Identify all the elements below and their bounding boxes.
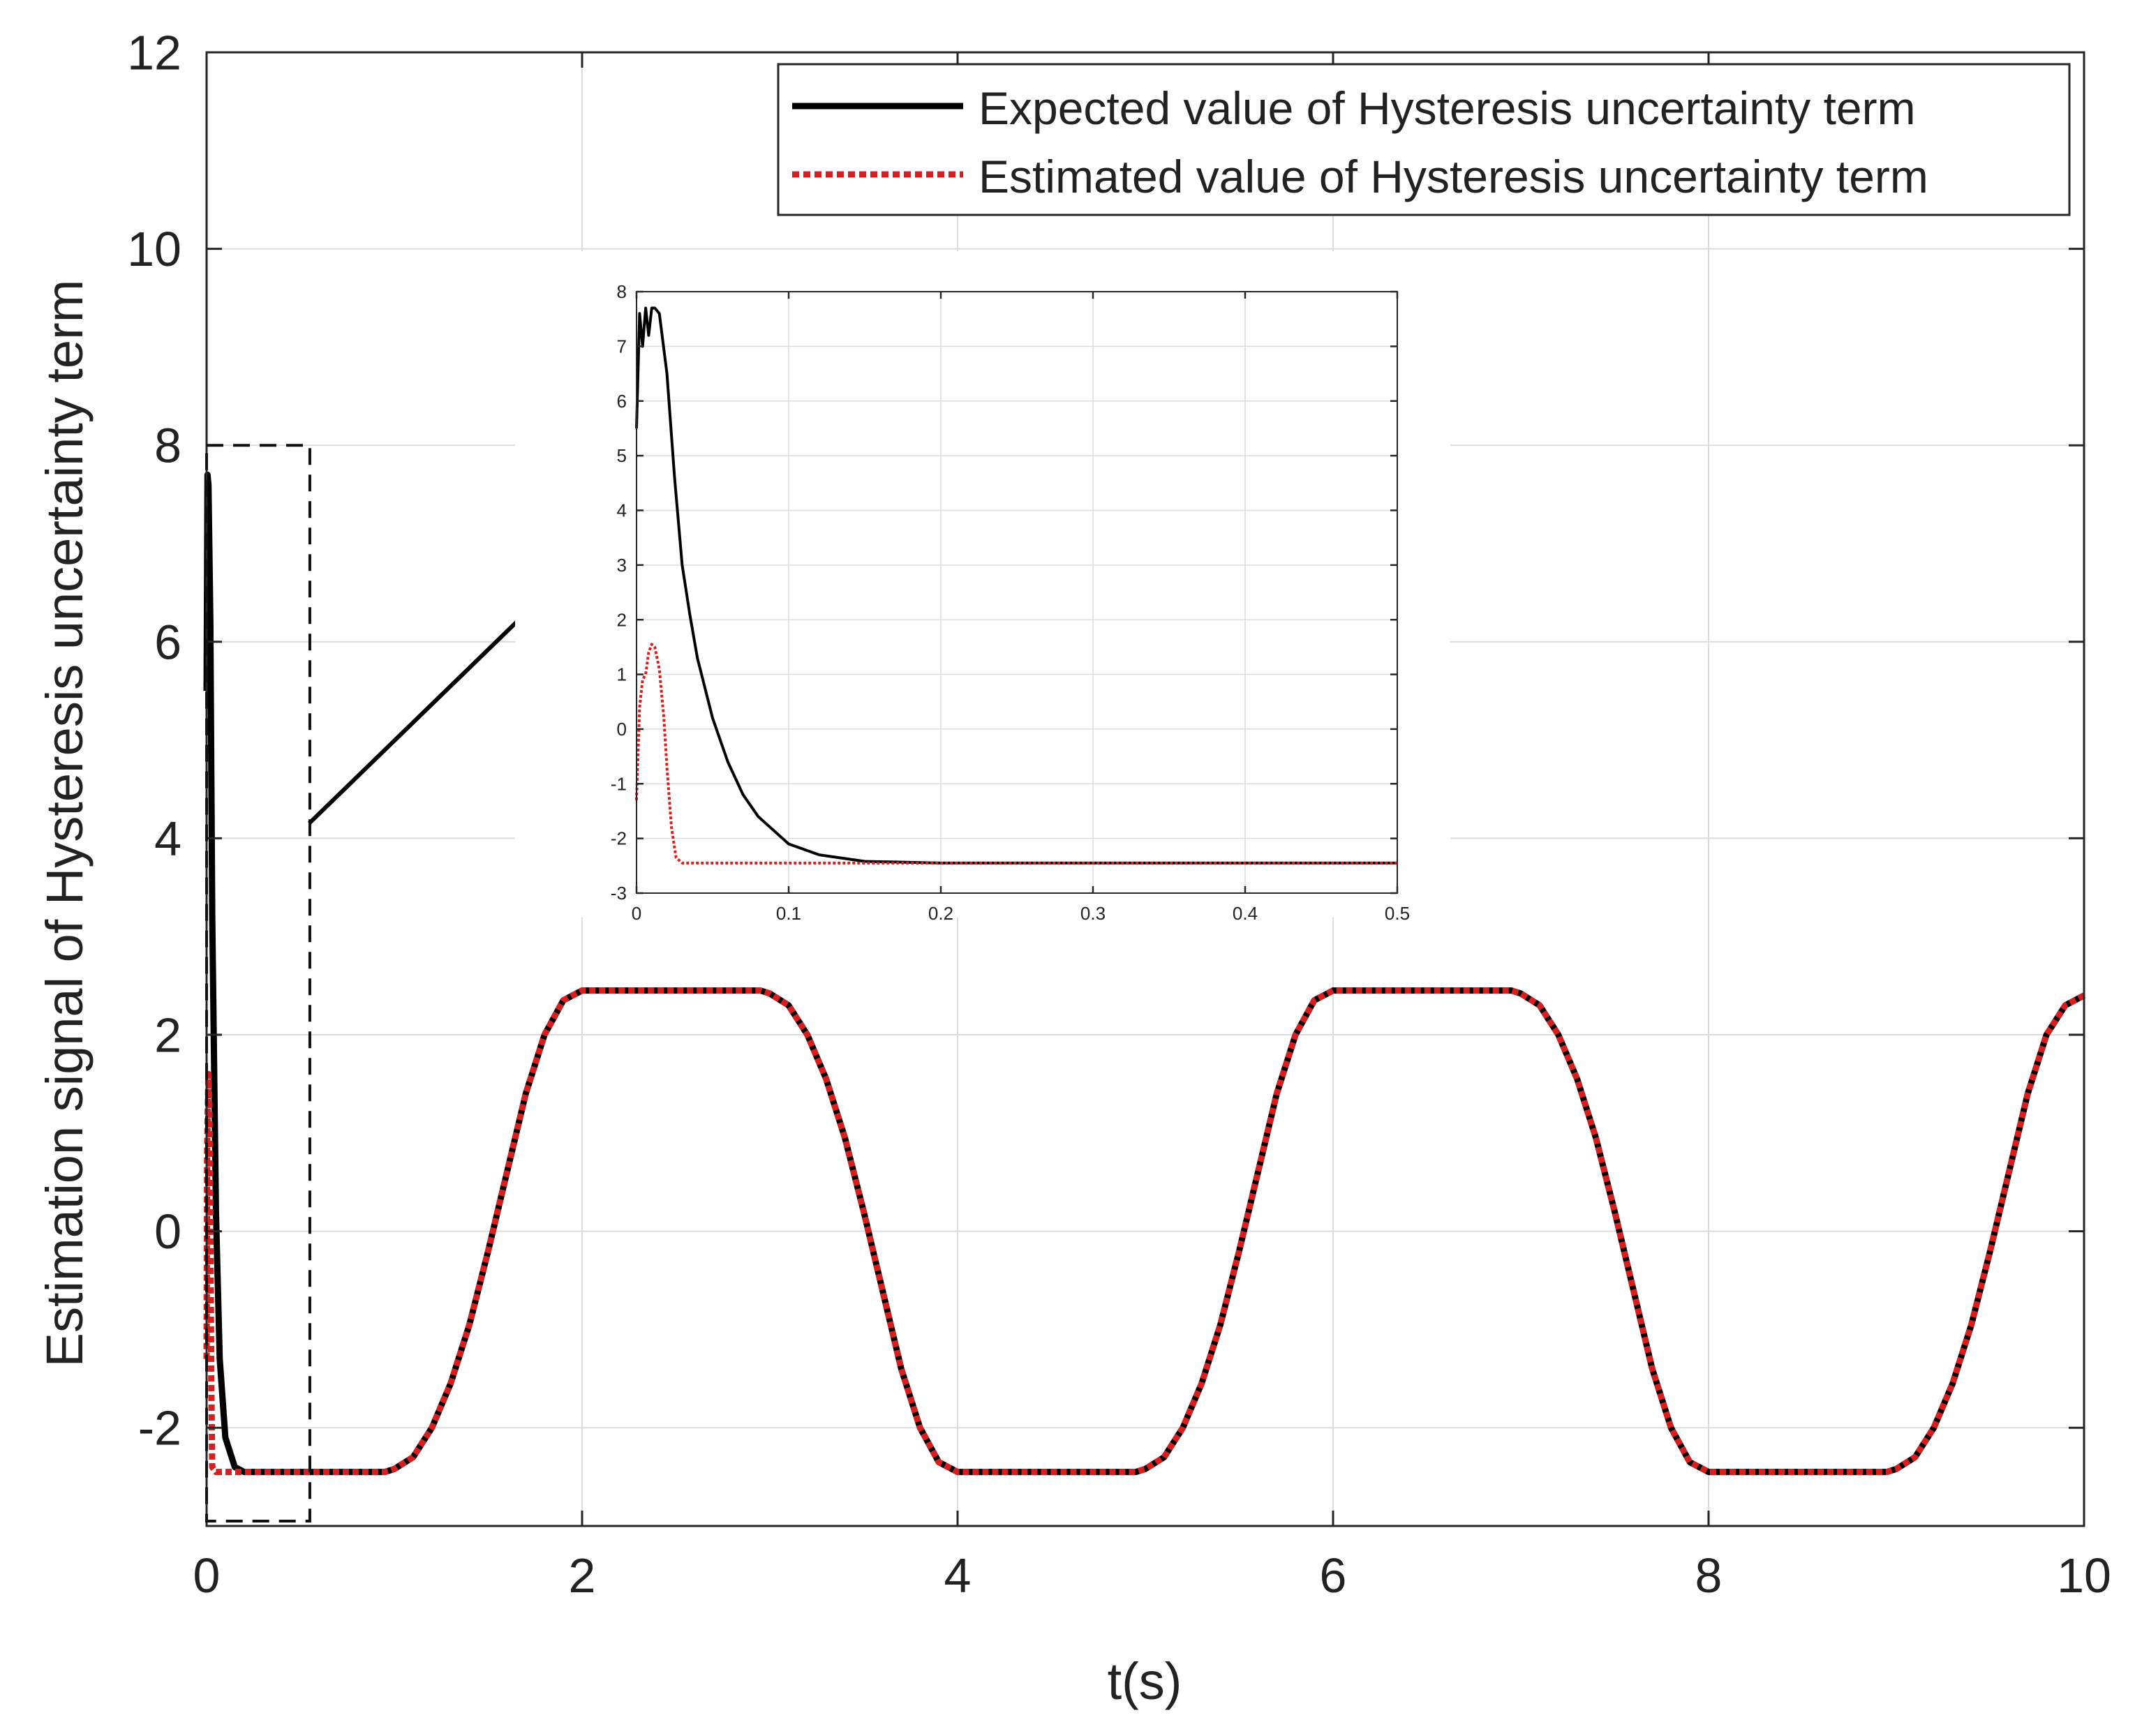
inset-background (515, 251, 1450, 918)
legend-box (777, 63, 2071, 216)
x-axis-label: t(s) (1108, 1652, 1182, 1710)
main-xtick-label: 8 (1695, 1548, 1723, 1603)
inset-axes-frame (636, 291, 1398, 894)
main-xtick-label: 0 (193, 1548, 221, 1603)
inset-tick-labels: 0 0.1 0.2 0.3 0.4 0.5 -3 -2 -1 0 1 2 3 4 5 6 7 8 (611, 281, 1410, 924)
main-xtick-label: 4 (944, 1548, 972, 1603)
inset-ytick-label: 6 (617, 391, 627, 412)
inset-ytick-label: -1 (611, 773, 627, 794)
main-ytick-label: 12 (127, 26, 181, 80)
inset-series-estimated-line (635, 643, 1397, 865)
inset-xtick-label: 0.1 (776, 903, 801, 924)
inset-xtick-label: 0.2 (928, 903, 953, 924)
inset-ytick-label: 5 (617, 445, 627, 466)
main-ytick-label: 10 (127, 222, 181, 276)
main-ytick-label: 8 (154, 419, 181, 473)
inset-series (635, 306, 1397, 865)
zoom-arrow-line (307, 586, 553, 825)
inset-ticks (635, 290, 1399, 895)
inset-xtick-label: 0.3 (1080, 903, 1106, 924)
inset-ytick-label: 4 (617, 500, 627, 521)
main-series-estimated-line (203, 987, 2086, 1476)
main-ytick-label: 2 (154, 1008, 181, 1063)
main-ytick-label: -2 (138, 1401, 181, 1456)
legend: Expected value of Hysteresis uncertainty… (777, 63, 2071, 216)
inset-ytick-label: 7 (617, 336, 627, 357)
inset-ytick-label: -2 (611, 828, 627, 849)
inset-xtick-label: 0.5 (1385, 903, 1410, 924)
main-xtick-label: 2 (569, 1548, 596, 1603)
main-ticks (205, 51, 2085, 1526)
y-axis-label: Estimation signal of Hysteresis uncertai… (36, 280, 94, 1368)
inset-plot-area: 0 0.1 0.2 0.3 0.4 0.5 -3 -2 -1 0 1 2 3 4 5 6 7 8 (515, 251, 1450, 924)
main-ytick-label: 4 (154, 811, 181, 866)
inset-ytick-label: 2 (617, 609, 627, 630)
inset-ytick-label: -3 (611, 883, 627, 904)
inset-ytick-label: 8 (617, 281, 627, 302)
main-axes-frame (205, 51, 2085, 1527)
zoom-region-box (205, 444, 311, 1522)
inset-ytick-label: 3 (617, 555, 627, 576)
inset-xtick-label: 0 (632, 903, 641, 924)
main-series (203, 471, 2086, 1476)
main-ytick-label: 6 (154, 615, 181, 669)
legend-label-estimated: Estimated value of Hysteresis uncertaint… (979, 151, 1928, 202)
inset-ytick-label: 0 (617, 719, 627, 740)
main-xtick-label: 6 (1320, 1548, 1347, 1603)
inset-ytick-label: 1 (617, 664, 627, 685)
legend-label-expected: Expected value of Hysteresis uncertainty… (979, 82, 1916, 134)
main-ytick-label: 0 (154, 1204, 181, 1259)
main-xtick-label: 10 (2057, 1548, 2111, 1603)
inset-xtick-label: 0.4 (1233, 903, 1258, 924)
